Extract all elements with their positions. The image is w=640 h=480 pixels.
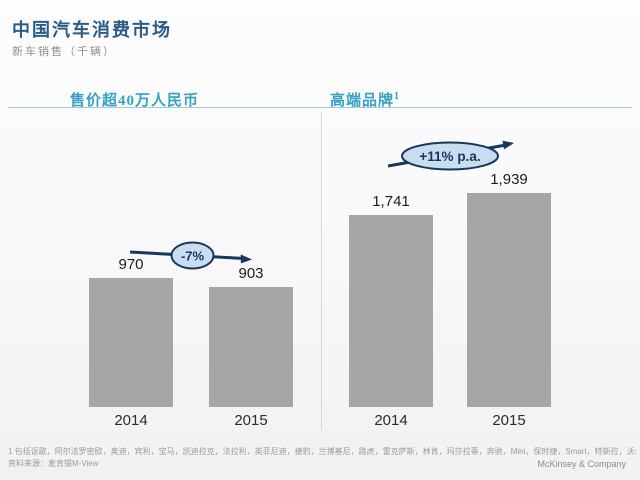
axis-label-right-2014: 2014 — [374, 412, 408, 429]
company-logo-text: McKinsey & Company — [537, 459, 626, 469]
page-subtitle: 新车销售（千辆） — [12, 46, 116, 58]
footnote-marker: 1 — [394, 91, 401, 102]
source-line: 资料来源：麦肯锡M-View — [8, 459, 99, 468]
bar-right-2014 — [349, 215, 433, 407]
page-title: 中国汽车消费市场 — [12, 20, 172, 40]
panel-divider — [321, 112, 322, 430]
value-label-right-2014: 1,741 — [372, 193, 410, 210]
trend-oval-badge — [401, 141, 499, 171]
header-underline — [8, 107, 632, 108]
bar-left-2014 — [89, 278, 173, 407]
axis-label-left-2014: 2014 — [114, 412, 148, 429]
annotation-left: -7% — [129, 241, 252, 270]
axis-label-left-2015: 2015 — [234, 412, 268, 429]
panel-header-right-label: 高端品牌 — [330, 93, 395, 109]
panel-header-left-label: 售价超40万人民币 — [70, 93, 200, 109]
panel-header-left: 售价超40万人民币 — [70, 89, 199, 110]
trend-arrow-head-icon — [502, 140, 514, 150]
value-label-left-2015: 903 — [238, 265, 264, 282]
footnote: 1 包括讴歌，阿尔法罗密欧，奥迪，宾利，宝马，凯迪拉克，法拉利，英菲尼迪，捷豹，… — [8, 447, 636, 456]
bar-right-2015 — [467, 193, 551, 407]
trend-oval-badge — [170, 241, 215, 270]
annotation-right: +11% p.a. — [387, 140, 514, 171]
axis-label-right-2015: 2015 — [492, 412, 526, 429]
value-label-right-2015: 1,939 — [490, 171, 528, 188]
bar-left-2015 — [209, 287, 293, 407]
trend-annotation-label: -7% — [181, 249, 205, 264]
trend-arrow-head-icon — [240, 254, 252, 264]
trend-annotation-label: +11% p.a. — [419, 149, 480, 164]
panel-header-right: 高端品牌1 — [330, 89, 400, 110]
value-label-left-2014: 970 — [118, 256, 144, 273]
